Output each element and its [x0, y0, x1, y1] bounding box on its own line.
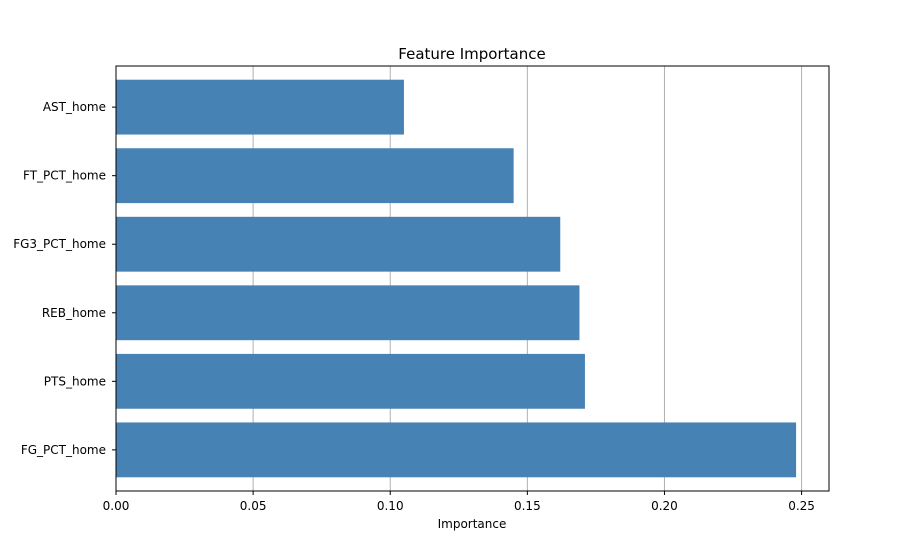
bar-ft-pct-home [116, 148, 514, 204]
grid-lines [252, 66, 803, 491]
plot-frame [115, 65, 830, 492]
x-tick-label: 0.25 [788, 499, 815, 513]
bar-group [116, 79, 797, 478]
y-axis-ticks: FG_PCT_home PTS_home REB_home FG3_PCT_home F… [13, 100, 116, 457]
y-tick-label: AST_home [43, 100, 106, 114]
x-tick-label: 0.00 [103, 499, 130, 513]
y-tick-label: FT_PCT_home [23, 169, 106, 183]
y-tick-label: FG3_PCT_home [13, 237, 106, 251]
x-axis-ticks: 0.00 0.05 0.10 0.15 0.20 0.25 [103, 491, 815, 513]
x-tick-label: 0.05 [240, 499, 267, 513]
bar-fg3-pct-home [116, 216, 561, 272]
x-tick-label: 0.10 [377, 499, 404, 513]
y-tick-label: PTS_home [44, 374, 106, 388]
y-tick-label: FG_PCT_home [21, 443, 106, 457]
x-axis-label: Importance [438, 517, 507, 531]
bar-reb-home [116, 285, 580, 341]
y-tick-label: REB_home [42, 306, 106, 320]
x-tick-label: 0.20 [651, 499, 678, 513]
bar-pts-home [116, 353, 585, 409]
x-tick-label: 0.15 [514, 499, 541, 513]
bar-fg-pct-home [116, 422, 797, 478]
chart-title: Feature Importance [398, 45, 545, 63]
bar-ast-home [116, 79, 404, 135]
